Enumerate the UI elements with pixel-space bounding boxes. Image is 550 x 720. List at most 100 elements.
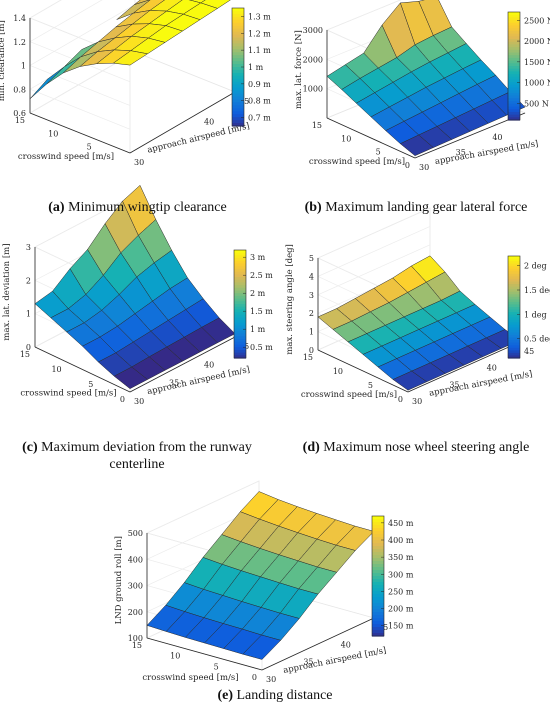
x-tick-label: 40 [204,360,214,369]
colorbar-tick-label: 2000 N [524,37,550,46]
y-axis-label: crosswind speed [m/s] [142,673,238,683]
z-tick-label: 200 [128,608,143,617]
colorbar-tick-label: 0.9 m [248,80,271,89]
x-tick-label: 45 [524,347,534,356]
colorbar-tick-label: 3 m [250,253,266,262]
z-tick-label: 1000 [303,85,323,94]
colorbar-tick-label: 150 m [388,622,414,631]
z-tick-label: 100 [128,634,143,643]
colorbar-tick-label: 2 m [250,289,266,298]
colorbar-tick-label: 0.5 m [250,343,273,352]
caption-e-label: (e) [217,688,233,703]
x-tick-label: 35 [449,380,459,389]
colorbar-tick-label: 1.5 m [250,307,273,316]
colorbar-tick-label: 0.8 m [248,97,271,106]
y-tick-label: 0 [398,395,403,404]
z-axis-label: min. clearance [m] [0,20,7,101]
y-tick-label: 5 [88,380,93,389]
y-tick-label: 10 [48,129,58,138]
z-tick-label: 4 [309,272,314,281]
colorbar-tick-label: 2 deg [524,262,547,271]
z-tick-label: 1 [21,62,26,71]
surface-patch [392,370,428,391]
colorbar-tick-label: 2.5 m [250,271,273,280]
z-axis-label: max. lat. deviation [m] [2,243,12,340]
z-axis-label: max. lat. force [N] [294,30,304,109]
y-tick-label: 5 [87,143,92,152]
caption-c-label: (c) [22,440,38,455]
colorbar-tick-label: 400 m [388,536,414,545]
z-tick-label: 3000 [303,26,323,35]
colorbar-tick-label: 1000 N [524,79,550,88]
x-tick-label: 40 [341,640,351,649]
z-tick-label: 2 [26,276,31,285]
y-axis-label: crosswind speed [m/s] [20,389,116,399]
caption-c: (c) Maximum deviation from the runway ce… [12,439,262,473]
x-axis-label: approach airspeed [m/s] [434,139,539,167]
surface [326,0,526,156]
y-tick-label: 5 [214,662,219,671]
z-tick-label: 2000 [303,55,323,64]
x-tick-label: 30 [412,397,422,406]
surface-patch [242,634,282,660]
z-tick-label: 500 [128,529,143,538]
y-tick-label: 15 [132,641,142,650]
z-tick-label: 0 [26,343,31,352]
caption-d-text: Maximum nose wheel steering angle [323,440,530,455]
colorbar: 2500 N 2000 N 1500 N 1000 N 500 N [507,11,550,121]
z-axis-label: max. steering angle [deg] [285,244,295,355]
colorbar-tick-label: 350 m [388,553,414,562]
z-axis-label: LND ground roll [m] [114,536,124,624]
surface [34,184,236,389]
colorbar: 450 m 400 m 350 m 300 m 250 m 200 m 150 m [371,515,414,637]
x-tick-label: 35 [456,148,466,157]
surface-patch [113,366,148,389]
colorbar-tick-label: 0.7 m [248,114,271,123]
y-tick-label: 10 [333,367,343,376]
surface-patch [46,56,81,85]
colorbar-tick-label: 500 N [524,99,549,108]
surface-patch [112,50,149,66]
x-tick-label: 35 [169,379,179,388]
x-tick-label: 40 [204,117,214,126]
chart-c: 303540450510150123approach airspeed [m/s… [2,184,273,406]
x-tick-label: 30 [266,675,276,684]
x-tick-label: 40 [492,133,502,142]
colorbar: 2 deg 1.5 deg 1 deg 0.5 deg [507,255,550,359]
y-tick-label: 15 [20,350,30,359]
colorbar-tick-label: 1.3 m [248,12,271,21]
caption-b-label: (b) [304,200,322,215]
y-tick-label: 5 [368,381,373,390]
z-tick-label: 400 [128,555,143,564]
colorbar-tick-label: 1.1 m [248,46,271,55]
y-tick-label: 10 [51,365,61,374]
surface [146,491,375,660]
caption-e-text: Landing distance [236,688,333,703]
z-tick-label: 2 [309,309,314,318]
x-tick-label: 30 [419,163,429,172]
colorbar-tick-label: 1 m [248,63,264,72]
z-tick-label: 1 [309,328,314,337]
caption-b: (b) Maximum landing gear lateral force [285,199,547,216]
y-tick-label: 10 [341,134,351,143]
caption-d: (d) Maximum nose wheel steering angle [285,439,547,456]
caption-e: (e) Landing distance [150,687,400,704]
colorbar-tick-label: 200 m [388,605,414,614]
y-axis-label: crosswind speed [m/s] [301,390,397,400]
x-tick-label: 30 [134,397,144,406]
y-tick-label: 0 [405,161,410,170]
tick-labels: 30354045051015100200300400500 [128,529,388,684]
colorbar-tick-label: 250 m [388,587,414,596]
z-tick-label: 1 [26,310,31,319]
caption-a: (a) Minimum wingtip clearance [10,199,265,216]
colorbar: 3 m 2.5 m 2 m 1.5 m 1 m 0.5 m [233,249,273,359]
colorbar: 1.3 m 1.2 m 1.1 m 1 m 0.9 m 0.8 m 0.7 m [231,7,271,127]
caption-a-text: Minimum wingtip clearance [68,200,227,215]
surface [29,0,231,99]
z-tick-label: 0.8 [13,85,26,94]
z-tick-label: 5 [309,254,314,263]
